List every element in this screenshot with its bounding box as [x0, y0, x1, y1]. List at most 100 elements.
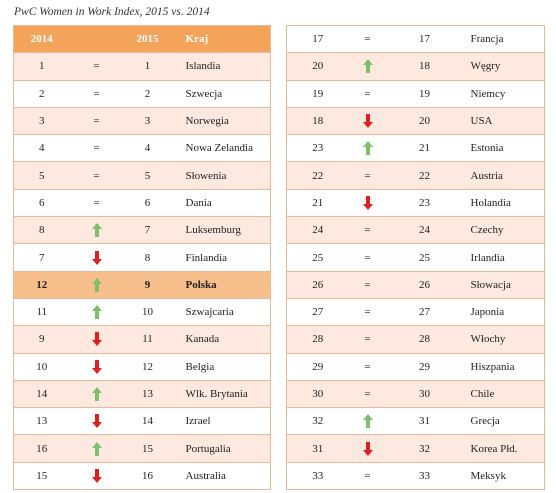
arrow-up-icon: [91, 277, 102, 292]
arrow-down-icon: [91, 468, 102, 483]
rank-2014: 30: [286, 379, 349, 409]
rank-2014: 22: [286, 161, 349, 190]
table-row: 2 = 2 Szwecja: [13, 79, 271, 108]
equal-sign: =: [93, 87, 100, 100]
equal-sign: =: [93, 142, 100, 155]
table-row: 26 = 26 Słowacja: [286, 270, 545, 299]
rank-2015: 3: [123, 106, 172, 136]
rank-2015: 30: [386, 379, 463, 409]
table-row: 1 = 1 Islandia: [13, 52, 271, 81]
ranking-table-left: 2014 2015 Kraj 1 = 1 Islandia 2 = 2 Szwecja 3 = 3 N…: [13, 24, 271, 491]
rank-2015: 29: [386, 352, 463, 381]
rank-change: [348, 188, 387, 218]
rank-2015: 9: [123, 270, 172, 299]
rank-2015: 6: [123, 188, 172, 218]
country-name: Izrael: [171, 407, 271, 436]
rank-2014: 27: [286, 297, 349, 327]
country-name: Wlk. Brytania: [171, 379, 271, 409]
index-caption: PwC Women in Work Index, 2015 vs. 2014: [14, 6, 210, 18]
country-name: Portugalia: [171, 434, 271, 463]
equal-sign: =: [93, 169, 100, 182]
rank-change: [69, 216, 124, 245]
equal-sign: =: [364, 360, 371, 373]
country-name: Węgry: [462, 52, 545, 81]
table-row: 11 10 Szwajcaria: [13, 297, 271, 327]
rank-2014: 20: [286, 52, 349, 81]
rank-2014: 14: [13, 379, 70, 409]
rank-2015: 17: [386, 24, 463, 54]
rank-2015: 4: [123, 134, 172, 163]
rank-2015: 27: [386, 297, 463, 327]
rank-2015: 28: [386, 325, 463, 354]
rank-change: [348, 52, 387, 81]
country-name: Korea Płd.: [462, 434, 545, 463]
rank-2015: 11: [123, 325, 172, 354]
rank-change: [69, 434, 124, 463]
equal-sign: =: [364, 87, 371, 100]
table-row: 25 = 25 Irlandia: [286, 243, 545, 272]
country-name: Meksyk: [462, 461, 545, 491]
table-row: 21 23 Holandia: [286, 188, 545, 218]
table-row: 16 15 Portugalia: [13, 434, 271, 463]
country-name: Finlandia: [171, 243, 271, 272]
rank-change: =: [348, 352, 387, 381]
header-2015: 2015: [123, 24, 172, 54]
rank-2015: 7: [123, 216, 172, 245]
country-name: Irlandia: [462, 243, 545, 272]
country-name: Francja: [462, 24, 545, 54]
table-row: 32 31 Grecja: [286, 407, 545, 436]
rank-2014: 17: [286, 24, 349, 54]
table-row: 33 = 33 Meksyk: [286, 461, 545, 491]
rank-2014: 21: [286, 188, 349, 218]
equal-sign: =: [364, 306, 371, 319]
arrow-down-icon: [362, 441, 373, 456]
ranking-table-right: 17 = 17 Francja 20 18 Węgry 19 = 19 Niemcy 18 20 USA 2…: [286, 24, 545, 491]
table-row: 28 = 28 Włochy: [286, 325, 545, 354]
country-name: Polska: [171, 270, 271, 299]
table-row-highlight: 12 9 Polska: [13, 270, 271, 299]
table-row: 27 = 27 Japonia: [286, 297, 545, 327]
rank-change: [69, 379, 124, 409]
table-row: 6 = 6 Dania: [13, 188, 271, 218]
rank-2015: 32: [386, 434, 463, 463]
rank-2015: 23: [386, 188, 463, 218]
country-name: Kanada: [171, 325, 271, 354]
arrow-up-icon: [91, 441, 102, 456]
rank-2014: 26: [286, 270, 349, 299]
rank-2014: 28: [286, 325, 349, 354]
rank-change: [69, 352, 124, 381]
table-row: 10 12 Belgia: [13, 352, 271, 381]
rank-2014: 13: [13, 407, 70, 436]
rank-2014: 5: [13, 161, 70, 190]
rank-change: =: [348, 24, 387, 54]
arrow-up-icon: [362, 414, 373, 429]
rank-2015: 22: [386, 161, 463, 190]
rank-change: =: [69, 134, 124, 163]
rank-2015: 33: [386, 461, 463, 491]
table-row: 23 21 Estonia: [286, 134, 545, 163]
rank-2014: 1: [13, 52, 70, 81]
rank-2015: 25: [386, 243, 463, 272]
rank-2015: 14: [123, 407, 172, 436]
table-row: 13 14 Izrael: [13, 407, 271, 436]
rank-2014: 19: [286, 79, 349, 108]
country-name: Niemcy: [462, 79, 545, 108]
country-name: Szwajcaria: [171, 297, 271, 327]
rank-change: =: [348, 161, 387, 190]
country-name: Austria: [462, 161, 545, 190]
equal-sign: =: [93, 115, 100, 128]
rank-2014: 18: [286, 106, 349, 136]
rank-2015: 16: [123, 461, 172, 491]
arrow-down-icon: [91, 332, 102, 347]
rank-2015: 21: [386, 134, 463, 163]
rank-2015: 13: [123, 379, 172, 409]
equal-sign: =: [364, 278, 371, 291]
table-row: 17 = 17 Francja: [286, 24, 545, 54]
country-name: Estonia: [462, 134, 545, 163]
country-name: Luksemburg: [171, 216, 271, 245]
equal-sign: =: [93, 196, 100, 209]
table-row: 14 13 Wlk. Brytania: [13, 379, 271, 409]
rank-2014: 23: [286, 134, 349, 163]
rank-2015: 5: [123, 161, 172, 190]
rank-change: =: [348, 325, 387, 354]
